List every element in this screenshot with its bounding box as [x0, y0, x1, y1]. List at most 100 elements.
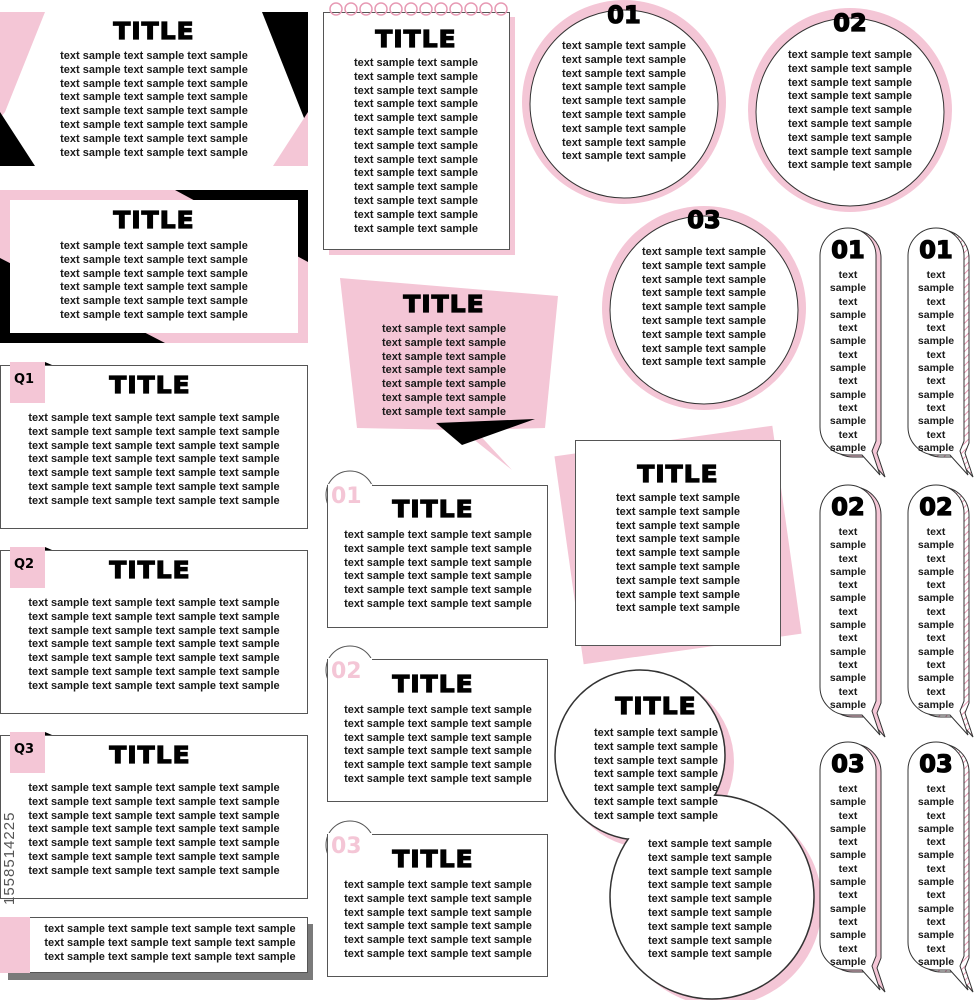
- text-line: text: [926, 375, 946, 388]
- card-text: text sample text sample text sample text …: [338, 879, 538, 962]
- text-line: text sample text sample text sample: [344, 597, 532, 610]
- card-title: TITLE: [392, 496, 474, 523]
- text-line: text sample text sample: [615, 560, 741, 573]
- text-line: text sample text sample text sample text…: [28, 665, 280, 678]
- text-line: text sample text sample: [381, 323, 507, 335]
- text-line: text sample text sample text sample: [60, 50, 248, 62]
- tab-number: 02: [331, 659, 362, 684]
- spiral-ring: [374, 2, 388, 16]
- text-line: sample: [829, 822, 867, 835]
- text-line: sample: [829, 645, 867, 658]
- text-line: sample: [917, 849, 955, 862]
- card-title: TITLE: [392, 846, 474, 873]
- text-line: text sample text sample text sample text…: [28, 795, 280, 808]
- text-line: text sample text sample text sample: [344, 745, 532, 758]
- text-line: text sample text sample: [353, 98, 479, 111]
- text-line: text sample text sample text sample text…: [44, 936, 296, 949]
- text-line: text sample text sample text sample: [60, 267, 248, 280]
- text-line: text sample text sample: [615, 547, 741, 560]
- text-line: text sample text sample: [561, 40, 687, 52]
- text-line: text sample text sample text sample: [60, 253, 248, 266]
- text-line: text sample text sample: [593, 727, 719, 739]
- text-line: text sample text sample: [615, 602, 741, 615]
- bubble-text: text sample text sample text sample text sample…: [908, 269, 964, 455]
- card-title: TITLE: [113, 207, 195, 234]
- text-line: text sample text sample: [641, 287, 767, 300]
- text-line: sample: [829, 929, 867, 942]
- bubble-number: 03: [919, 749, 954, 778]
- text-line: text sample text sample: [353, 153, 479, 166]
- bubble-number: 01: [919, 235, 954, 264]
- text-line: text: [926, 632, 946, 645]
- text-line: text sample text sample text sample: [344, 879, 532, 891]
- text-line: text sample text sample: [615, 492, 741, 504]
- card-title: TITLE: [109, 557, 191, 584]
- bubble-text: text sample text sample text sample text sample…: [908, 783, 964, 969]
- text-line: text sample text sample: [615, 505, 741, 518]
- text-line: text: [838, 552, 858, 565]
- text-line: text: [838, 632, 858, 645]
- text-line: text sample text sample: [593, 795, 719, 808]
- spiral-ring: [479, 2, 493, 16]
- text-line: sample: [917, 441, 955, 454]
- text-line: text sample text sample: [647, 893, 773, 906]
- text-line: sample: [917, 672, 955, 685]
- text-line: sample: [917, 539, 955, 552]
- text-line: text sample text sample text sample text…: [28, 782, 280, 794]
- text-line: text sample text sample: [647, 865, 773, 878]
- card-text: text sample text sample text sample text…: [14, 597, 294, 694]
- text-line: text sample text sample: [647, 838, 773, 850]
- text-line: text sample text sample: [787, 117, 913, 130]
- circle-text: text sample text sample text sample text …: [544, 40, 704, 164]
- text-line: sample: [917, 619, 955, 632]
- text-line: sample: [829, 539, 867, 552]
- spiral-ring: [494, 2, 508, 16]
- circle-text: text sample text sample text sample text …: [624, 246, 784, 370]
- card-text: text sample text sample text sample text …: [338, 704, 538, 787]
- text-line: text: [838, 658, 858, 671]
- text-line: text sample text sample text sample: [60, 77, 248, 90]
- q-badge: Q1: [14, 372, 35, 387]
- text-line: text sample text sample: [561, 150, 687, 163]
- text-line: text sample text sample: [787, 49, 913, 61]
- text-line: sample: [829, 955, 867, 968]
- text-line: text sample text sample text sample: [60, 105, 248, 118]
- tab-number: 01: [331, 484, 362, 509]
- text-line: text: [926, 269, 946, 281]
- bubble-number: 02: [831, 492, 866, 521]
- card-text: text sample text sample text sample text …: [54, 50, 254, 160]
- text-line: text: [926, 889, 946, 902]
- text-line: text sample text sample text sample: [344, 542, 532, 555]
- text-line: text: [926, 942, 946, 955]
- text-line: text sample text sample text sample text…: [28, 864, 280, 877]
- text-line: text sample text sample: [353, 139, 479, 152]
- text-line: text sample text sample: [647, 879, 773, 892]
- text-line: text: [838, 915, 858, 928]
- text-line: text sample text sample text sample: [344, 556, 532, 569]
- spiral-ring: [434, 2, 448, 16]
- text-line: text sample text sample: [647, 920, 773, 933]
- text-line: text sample text sample: [641, 328, 767, 341]
- text-line: sample: [829, 282, 867, 295]
- text-line: text sample text sample: [353, 222, 479, 235]
- text-line: sample: [829, 388, 867, 401]
- text-line: text: [926, 605, 946, 618]
- text-line: text sample text sample: [353, 181, 479, 194]
- card-title: TITLE: [637, 461, 719, 488]
- text-line: text sample text sample: [641, 314, 767, 327]
- bubble-number: 01: [831, 235, 866, 264]
- text-line: text sample text sample text sample text…: [44, 950, 296, 963]
- text-line: sample: [917, 362, 955, 375]
- text-line: text sample text sample: [561, 95, 687, 108]
- text-line: sample: [917, 876, 955, 889]
- text-line: text sample text sample text sample text…: [28, 679, 280, 692]
- spiral-ring: [419, 2, 433, 16]
- text-line: text sample text sample: [593, 768, 719, 781]
- text-line: text: [926, 783, 946, 795]
- text-line: text sample text sample text sample: [344, 584, 532, 597]
- text-line: text: [926, 322, 946, 335]
- text-line: sample: [829, 335, 867, 348]
- text-line: text sample text sample: [647, 934, 773, 947]
